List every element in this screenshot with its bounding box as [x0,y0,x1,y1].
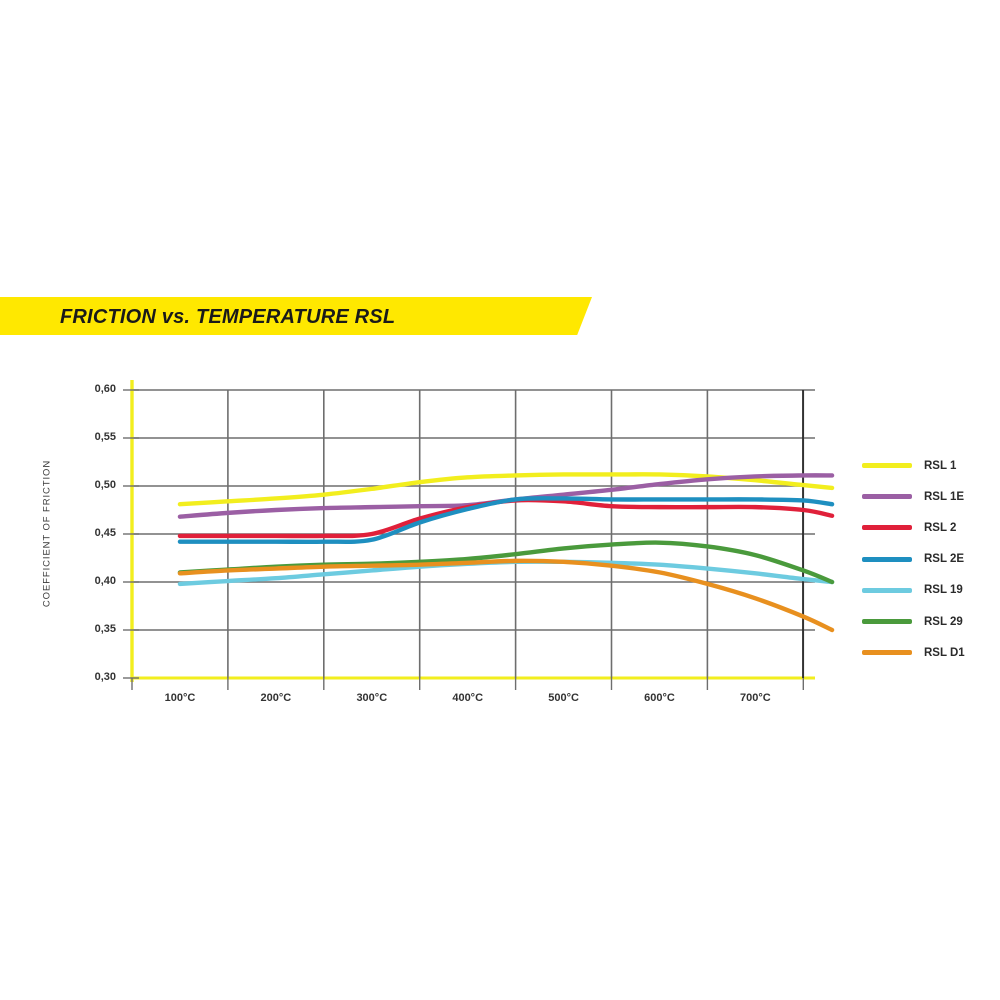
legend-label: RSL 2E [924,553,965,566]
series-line-rsl-d1 [177,558,835,633]
x-tick-label: 200°C [260,692,292,704]
legend-swatch-icon [862,619,912,625]
legend-swatch-icon [862,650,912,656]
y-tick-label: 0,50 [94,479,116,491]
grid-lines [132,389,815,680]
legend-label: RSL 29 [924,615,963,628]
y-axis-title: COEFFICIENT OF FRICTION [41,459,53,608]
y-tick-label: 0,45 [94,527,116,539]
legend-swatch-icon [862,463,912,469]
x-tick-label: 400°C [452,692,484,704]
y-tick-label: 0,60 [94,383,116,395]
y-tick-label: 0,40 [94,575,116,587]
legend-item-rsl-19[interactable]: RSL 19 [862,575,965,606]
legend-label: RSL D1 [924,646,965,659]
series-line-rsl-1e [177,473,835,519]
legend-swatch-icon [862,587,912,593]
legend-label: RSL 19 [924,584,963,597]
chart-legend: RSL 1 RSL 1E RSL 2 RSL 2E RSL 19 RSL 29 RSL D1 [862,450,965,668]
x-tick-label: 100°C [164,692,196,704]
title-banner [0,297,592,335]
x-tick-label: 700°C [740,692,771,704]
legend-label: RSL 1 [924,459,957,472]
axis-lines [123,380,804,690]
y-tick-label: 0,55 [94,431,116,443]
series-line-rsl-2 [177,497,835,539]
legend-swatch-icon [862,494,912,500]
series-lines [177,472,835,633]
legend-item-rsl-1[interactable]: RSL 1 [862,450,965,481]
legend-item-rsl-29[interactable]: RSL 29 [862,606,965,637]
legend-item-rsl-d1[interactable]: RSL D1 [862,637,965,668]
page-title: FRICTION vs. TEMPERATURE RSL [60,306,396,328]
x-tick-label: 500°C [548,692,579,704]
legend-label: RSL 1E [924,490,965,503]
legend-item-rsl-2[interactable]: RSL 2 [862,512,965,543]
legend-item-rsl-2e[interactable]: RSL 2E [862,544,965,575]
legend-label: RSL 2 [924,521,957,534]
legend-swatch-icon [862,556,912,562]
x-tick-label: 600°C [644,692,675,704]
y-tick-label: 0,30 [94,671,116,683]
x-tick-label: 300°C [356,692,388,704]
y-tick-label: 0,35 [94,623,116,635]
legend-item-rsl-1e[interactable]: RSL 1E [862,481,965,512]
series-line-rsl-2e [177,496,835,545]
legend-swatch-icon [862,525,912,531]
